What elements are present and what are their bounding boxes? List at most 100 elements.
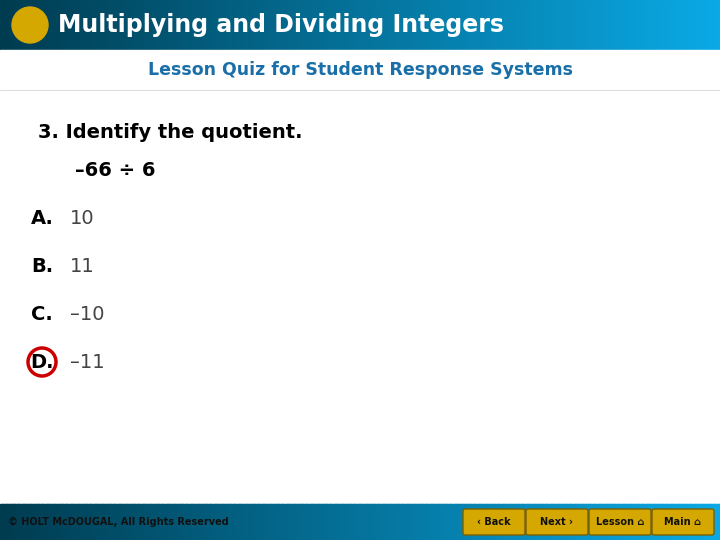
Bar	[283, 0, 287, 50]
Bar	[403, 0, 407, 50]
Bar	[672, 504, 675, 540]
Bar	[125, 504, 128, 540]
Bar	[677, 504, 680, 540]
Bar	[225, 504, 229, 540]
Bar	[528, 0, 531, 50]
Text: © HOLT McDOUGAL, All Rights Reserved: © HOLT McDOUGAL, All Rights Reserved	[8, 517, 229, 527]
Bar	[324, 504, 328, 540]
Bar	[43, 0, 47, 50]
Bar	[698, 0, 702, 50]
Bar	[701, 504, 704, 540]
Bar	[139, 504, 143, 540]
Bar	[439, 0, 443, 50]
Bar	[74, 504, 78, 540]
Bar	[475, 504, 479, 540]
Bar	[408, 0, 411, 50]
Bar	[353, 0, 356, 50]
Bar	[365, 0, 368, 50]
Bar	[117, 504, 121, 540]
Bar	[173, 504, 176, 540]
Bar	[473, 504, 476, 540]
Bar	[286, 0, 289, 50]
Bar	[463, 504, 467, 540]
Bar	[254, 504, 258, 540]
Bar	[631, 0, 634, 50]
Bar	[0, 0, 4, 50]
Bar	[178, 504, 181, 540]
Bar	[72, 0, 76, 50]
Bar	[259, 0, 263, 50]
Bar	[127, 0, 130, 50]
Bar	[276, 504, 279, 540]
Bar	[535, 504, 539, 540]
Bar	[600, 504, 603, 540]
Bar	[415, 0, 418, 50]
Bar	[274, 0, 277, 50]
Bar	[94, 504, 97, 540]
Bar	[590, 0, 594, 50]
Bar	[686, 0, 690, 50]
Bar	[533, 504, 536, 540]
Bar	[634, 504, 637, 540]
Bar	[297, 504, 301, 540]
Bar	[675, 504, 678, 540]
Bar	[173, 0, 176, 50]
Bar	[50, 504, 54, 540]
Text: A.: A.	[30, 208, 53, 227]
Text: –10: –10	[70, 305, 104, 323]
Bar	[684, 0, 688, 50]
Bar	[655, 0, 659, 50]
Bar	[434, 0, 438, 50]
Bar	[187, 504, 191, 540]
Text: 10: 10	[70, 208, 94, 227]
Bar	[346, 504, 349, 540]
Bar	[540, 0, 544, 50]
Bar	[99, 504, 102, 540]
Bar	[50, 0, 54, 50]
Bar	[218, 504, 222, 540]
Bar	[319, 0, 323, 50]
Bar	[115, 0, 119, 50]
Bar	[89, 504, 92, 540]
Bar	[475, 0, 479, 50]
Bar	[362, 0, 366, 50]
Bar	[322, 504, 325, 540]
Bar	[297, 0, 301, 50]
Bar	[276, 0, 279, 50]
Bar	[552, 504, 555, 540]
Bar	[626, 0, 630, 50]
Bar	[595, 504, 598, 540]
Bar	[646, 0, 649, 50]
Bar	[161, 0, 164, 50]
Bar	[305, 504, 308, 540]
Bar	[461, 0, 464, 50]
Bar	[202, 0, 205, 50]
Bar	[545, 0, 548, 50]
Bar	[27, 0, 30, 50]
Bar	[571, 504, 575, 540]
Bar	[7, 0, 11, 50]
Bar	[456, 504, 459, 540]
Bar	[521, 0, 524, 50]
Bar	[466, 0, 469, 50]
Bar	[0, 50, 720, 90]
Bar	[209, 504, 212, 540]
Bar	[715, 0, 719, 50]
Text: Multiplying and Dividing Integers: Multiplying and Dividing Integers	[58, 13, 504, 37]
Bar	[207, 0, 210, 50]
Bar	[401, 0, 404, 50]
Text: C.: C.	[31, 305, 53, 323]
Bar	[485, 0, 488, 50]
Bar	[382, 504, 385, 540]
Bar	[283, 504, 287, 540]
Bar	[425, 504, 428, 540]
Bar	[351, 0, 354, 50]
Bar	[307, 504, 310, 540]
Bar	[348, 0, 351, 50]
Bar	[410, 504, 414, 540]
Bar	[639, 504, 642, 540]
Bar	[142, 504, 145, 540]
Bar	[269, 504, 272, 540]
Bar	[485, 504, 488, 540]
Bar	[425, 0, 428, 50]
